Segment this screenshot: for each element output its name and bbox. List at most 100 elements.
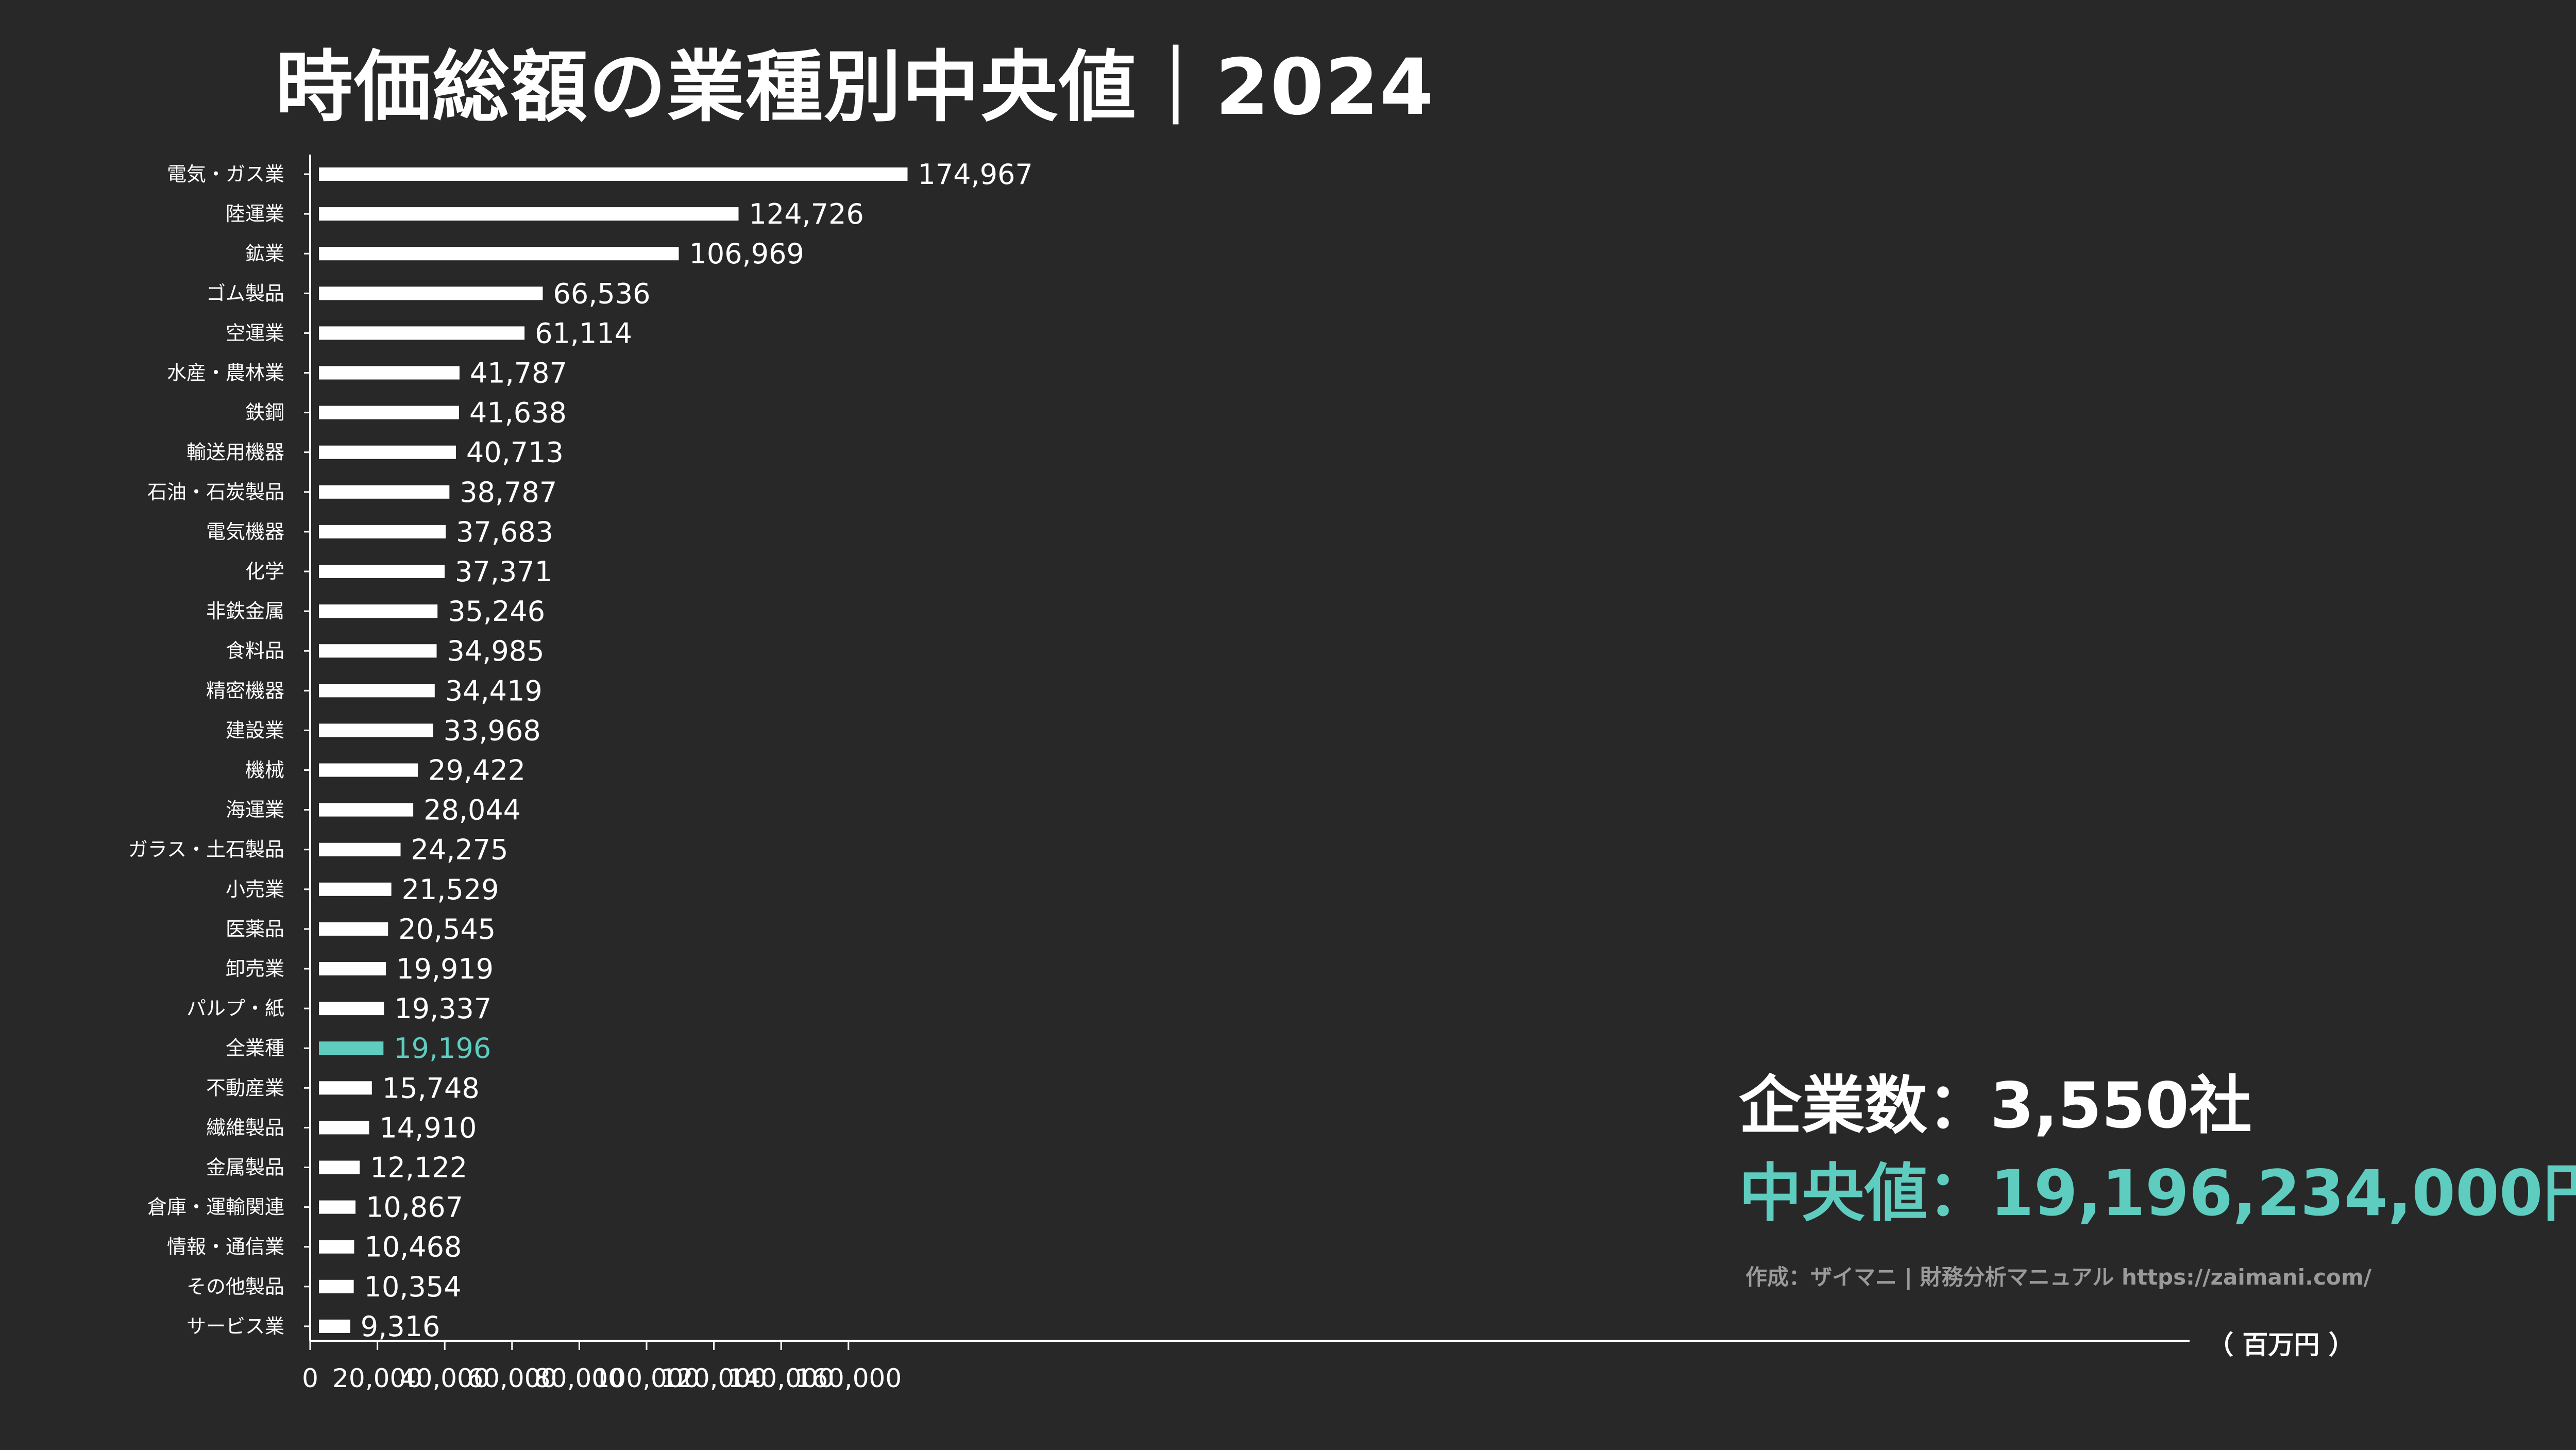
chart-title: 時価総額の業種別中央値｜2024 bbox=[276, 43, 1435, 132]
bar-9 bbox=[319, 485, 450, 499]
x-tick-label: 40,000 bbox=[400, 1363, 490, 1393]
category-label: ゴム製品 bbox=[206, 282, 284, 305]
bar-29 bbox=[319, 1279, 354, 1293]
value-label: 34,985 bbox=[447, 635, 545, 667]
x-tick-label: 100,000 bbox=[594, 1363, 700, 1393]
x-tick-label: 80,000 bbox=[534, 1363, 624, 1393]
value-label: 12,122 bbox=[370, 1152, 467, 1184]
value-label: 41,787 bbox=[470, 357, 567, 390]
bar-7 bbox=[319, 406, 459, 419]
bar-24 bbox=[319, 1081, 372, 1095]
category-label: その他製品 bbox=[187, 1275, 284, 1298]
bar-20 bbox=[319, 922, 388, 936]
bar-30 bbox=[319, 1319, 350, 1333]
x-tick-label: 140,000 bbox=[728, 1363, 835, 1393]
category-label: 電気機器 bbox=[206, 520, 284, 543]
value-label: 66,536 bbox=[553, 277, 651, 310]
category-label: 空運業 bbox=[226, 322, 284, 344]
category-label: 精密機器 bbox=[206, 679, 284, 702]
value-label: 21,529 bbox=[402, 873, 499, 906]
value-label: 61,114 bbox=[535, 317, 632, 349]
median-info: 中央値：19,196,234,000円 bbox=[1739, 1162, 2576, 1225]
bar-16 bbox=[319, 763, 418, 777]
category-label: 機械 bbox=[245, 759, 284, 782]
value-label: 37,683 bbox=[456, 516, 553, 548]
bar-28 bbox=[319, 1240, 354, 1254]
category-label: サービス業 bbox=[187, 1315, 284, 1338]
x-tick-label: 20,000 bbox=[332, 1363, 422, 1393]
bar-18 bbox=[319, 842, 401, 856]
category-label: ガラス・土石製品 bbox=[128, 838, 284, 861]
bar-21 bbox=[319, 962, 386, 975]
bar-6 bbox=[319, 366, 460, 380]
value-label: 10,354 bbox=[364, 1271, 462, 1303]
category-label: 小売業 bbox=[226, 878, 284, 901]
bar-11 bbox=[319, 565, 445, 578]
value-label: 35,246 bbox=[448, 595, 545, 628]
value-label: 41,638 bbox=[469, 397, 567, 429]
category-label: 医薬品 bbox=[226, 918, 284, 940]
value-label: 20,545 bbox=[398, 913, 496, 946]
company-count-label: 企業数： bbox=[1739, 1069, 1990, 1142]
bar-13 bbox=[319, 644, 437, 658]
value-label: 34,419 bbox=[445, 675, 543, 707]
x-tick-label: 0 bbox=[302, 1363, 318, 1393]
bar-27 bbox=[319, 1200, 355, 1214]
category-label: 倉庫・運輸関連 bbox=[147, 1196, 284, 1219]
bar-8 bbox=[319, 445, 456, 459]
bar-2 bbox=[319, 207, 739, 221]
company-count: 企業数：3,550社 bbox=[1739, 1074, 2252, 1137]
axis-layer: 電気・ガス業陸運業鉱業ゴム製品空運業水産・農林業鉄鋼輸送用機器石油・石炭製品電気… bbox=[128, 155, 2190, 1393]
category-label: 不動産業 bbox=[206, 1076, 284, 1099]
bar-5 bbox=[319, 326, 525, 340]
value-label: 33,968 bbox=[444, 714, 541, 747]
x-tick-label: 120,000 bbox=[660, 1363, 767, 1393]
bar-25 bbox=[319, 1121, 369, 1135]
value-label: 40,713 bbox=[466, 436, 564, 469]
x-tick-label: 160,000 bbox=[795, 1363, 902, 1393]
bar-17 bbox=[319, 803, 414, 817]
value-label: 14,910 bbox=[379, 1111, 477, 1144]
credit-text: 作成：ザイマニ | 財務分析マニュアル https://zaimani.com/ bbox=[1745, 1264, 2371, 1290]
bars-layer: 174,967 124,726 106,969 66,536 61,114 41,787 4… bbox=[319, 158, 1033, 1343]
category-label: 海運業 bbox=[226, 799, 284, 821]
category-label: 食料品 bbox=[226, 639, 284, 662]
category-label: 鉄鋼 bbox=[245, 401, 284, 424]
value-label: 19,337 bbox=[394, 992, 492, 1025]
value-label: 124,726 bbox=[749, 198, 864, 230]
category-label: 非鉄金属 bbox=[206, 600, 284, 622]
bar-10 bbox=[319, 525, 446, 538]
category-label: 鉱業 bbox=[245, 242, 284, 265]
bar-15 bbox=[319, 723, 433, 737]
x-tick-label: 60,000 bbox=[467, 1363, 557, 1393]
category-label: 石油・石炭製品 bbox=[147, 481, 284, 503]
value-label: 28,044 bbox=[423, 794, 521, 827]
value-label: 37,371 bbox=[455, 555, 552, 588]
unit-label: （ 百万円 ） bbox=[2208, 1330, 2354, 1360]
category-label: 情報・通信業 bbox=[167, 1236, 284, 1258]
bar-12 bbox=[319, 604, 438, 618]
value-label: 10,468 bbox=[364, 1231, 462, 1263]
category-label: 化学 bbox=[245, 560, 284, 583]
bar-23 bbox=[319, 1041, 384, 1055]
value-label: 9,316 bbox=[361, 1310, 440, 1343]
bar-4 bbox=[319, 286, 543, 300]
category-label: 卸売業 bbox=[226, 957, 284, 980]
bar-19 bbox=[319, 882, 392, 896]
category-label: 繊維製品 bbox=[206, 1116, 284, 1139]
value-label: 38,787 bbox=[460, 476, 557, 509]
value-label: 174,967 bbox=[918, 158, 1033, 191]
median-label: 中央値： bbox=[1739, 1157, 1990, 1230]
category-label: 建設業 bbox=[226, 719, 284, 741]
bar-22 bbox=[319, 1002, 384, 1016]
category-label: パルプ・紙 bbox=[187, 997, 284, 1020]
value-label: 19,196 bbox=[394, 1032, 491, 1065]
value-label: 106,969 bbox=[689, 238, 804, 270]
category-label: 電気・ガス業 bbox=[167, 163, 284, 186]
bar-1 bbox=[319, 167, 908, 181]
bar-26 bbox=[319, 1160, 360, 1174]
value-label: 24,275 bbox=[411, 834, 509, 866]
bar-3 bbox=[319, 247, 679, 261]
